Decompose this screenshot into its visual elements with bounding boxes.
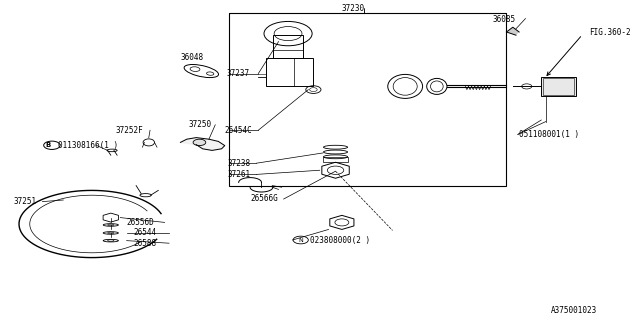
Text: N: N [298, 237, 303, 243]
Bar [229, 13, 506, 186]
Text: 37237: 37237 [227, 69, 250, 78]
Text: 37251: 37251 [14, 197, 37, 206]
Text: B: B [45, 142, 51, 148]
Polygon shape [506, 27, 519, 35]
Text: 011308166(1 ): 011308166(1 ) [58, 141, 118, 150]
Polygon shape [180, 138, 225, 150]
Text: 37261: 37261 [228, 170, 251, 179]
Text: 051108001(1 ): 051108001(1 ) [519, 130, 579, 139]
Bar [323, 157, 348, 162]
Bar [273, 35, 303, 58]
Circle shape [193, 139, 205, 146]
Bar [541, 77, 576, 96]
Text: 37252F: 37252F [115, 126, 143, 135]
Bar [543, 78, 574, 95]
Text: 37230: 37230 [342, 4, 365, 13]
Text: FIG.360-2: FIG.360-2 [589, 28, 630, 36]
Text: 37250: 37250 [189, 120, 212, 129]
Text: 36085: 36085 [493, 15, 516, 24]
Text: 37238: 37238 [228, 159, 251, 168]
Text: 26556D: 26556D [127, 218, 154, 227]
Text: 26454C: 26454C [224, 126, 252, 135]
Text: 26544: 26544 [133, 228, 156, 237]
Text: A375001023: A375001023 [551, 306, 597, 315]
Bar [266, 58, 314, 86]
Text: 26566G: 26566G [250, 194, 278, 203]
Text: 36048: 36048 [180, 53, 204, 62]
Text: 26588: 26588 [133, 239, 156, 248]
Text: 023808000(2 ): 023808000(2 ) [310, 236, 370, 244]
